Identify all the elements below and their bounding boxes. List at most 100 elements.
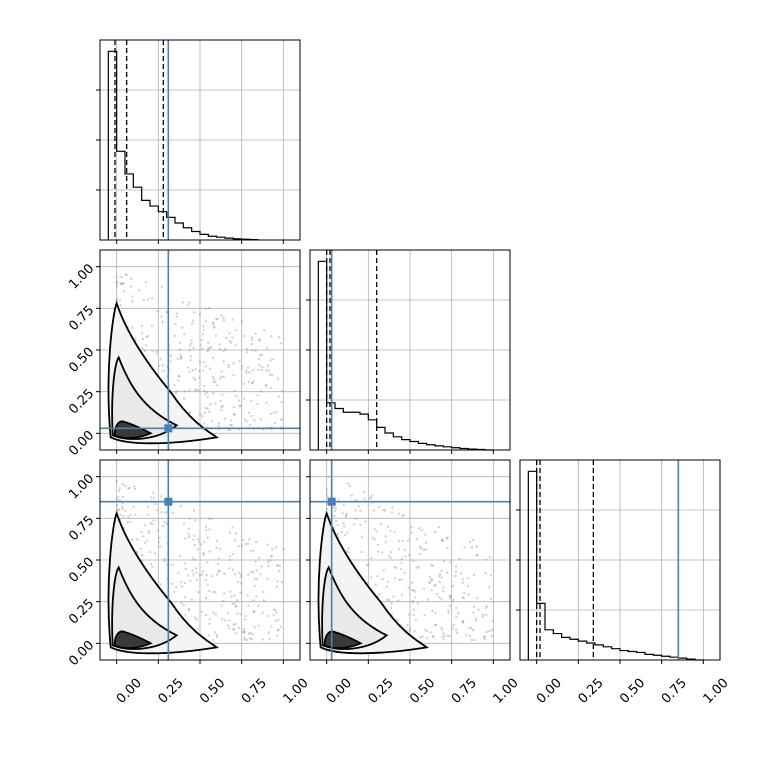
sample-point [190, 338, 193, 342]
sample-point [153, 552, 157, 555]
sample-point [222, 319, 226, 322]
sample-point [228, 619, 231, 622]
sample-point [467, 577, 470, 580]
sample-point [427, 581, 431, 585]
sample-point [216, 562, 220, 566]
sample-point [194, 388, 198, 391]
sample-point [174, 322, 177, 326]
sample-point [243, 618, 247, 621]
sample-point [269, 386, 272, 390]
sample-point [389, 556, 393, 560]
sample-point [455, 615, 458, 619]
sample-point [115, 298, 119, 301]
sample-point [205, 573, 208, 577]
sample-point [161, 320, 164, 323]
sample-point [136, 538, 139, 541]
sample-point [208, 528, 211, 531]
sample-point [250, 638, 253, 641]
sample-point [179, 504, 182, 508]
contour-middle [321, 565, 389, 650]
x-tick-label: 0.50 [197, 676, 228, 707]
sample-point [266, 364, 270, 367]
sample-point [243, 418, 247, 421]
sample-point [397, 512, 401, 515]
sample-point [261, 638, 265, 641]
sample-point [385, 585, 388, 588]
sample-point [451, 598, 455, 602]
sample-point [419, 547, 423, 550]
sample-point [269, 359, 273, 362]
sample-point [271, 547, 274, 551]
x-tick-label: 0.25 [576, 676, 607, 707]
sample-point [228, 531, 231, 534]
sample-point [211, 638, 215, 642]
sample-point [250, 570, 253, 574]
sample-point [455, 606, 458, 609]
sample-point [198, 313, 202, 316]
sample-point [346, 531, 349, 534]
sample-point [415, 538, 419, 541]
truth-marker [164, 497, 173, 506]
sample-point [123, 509, 127, 513]
sample-point [240, 364, 244, 367]
sample-point [278, 336, 281, 339]
sample-point [376, 550, 380, 553]
sample-point [452, 623, 456, 627]
y-tick-label: 0.25 [66, 386, 97, 417]
sample-point [209, 345, 213, 349]
sample-point [242, 397, 245, 401]
sample-point [198, 574, 201, 577]
x-tick-label: 0.25 [156, 676, 187, 707]
sample-point [220, 370, 223, 373]
sample-point [387, 580, 390, 583]
sample-point [200, 339, 204, 342]
sample-point [228, 627, 231, 630]
sample-point [280, 418, 283, 422]
sample-point [461, 578, 465, 581]
y-tick-label: 1.00 [66, 261, 97, 292]
sample-point [250, 399, 253, 402]
sample-point [476, 597, 479, 600]
sample-point [447, 611, 450, 614]
sample-point [131, 300, 134, 303]
sample-point [121, 507, 124, 511]
sample-point [191, 556, 194, 560]
sample-point [141, 346, 144, 350]
sample-point [491, 619, 495, 623]
contour-middle [111, 565, 179, 650]
sample-point [430, 578, 434, 581]
y-tick-label: 0.00 [66, 428, 97, 459]
sample-point [408, 627, 412, 630]
sample-point [488, 586, 491, 589]
sample-point [242, 628, 245, 631]
sample-point [269, 555, 273, 558]
sample-point [266, 560, 270, 564]
sample-point [195, 618, 198, 621]
sample-point [158, 536, 161, 540]
sample-point [265, 369, 268, 372]
sample-point [476, 553, 479, 557]
sample-point [489, 597, 493, 601]
sample-point [259, 418, 263, 421]
sample-point [412, 613, 416, 617]
sample-point [397, 578, 401, 581]
sample-point [215, 539, 219, 543]
sample-point [250, 342, 253, 346]
sample-point [192, 573, 195, 576]
sample-point [238, 405, 242, 408]
sample-point [418, 545, 422, 549]
sample-point [227, 363, 230, 367]
sample-point [218, 343, 221, 346]
sample-point [235, 599, 239, 602]
sample-point [418, 553, 421, 556]
sample-point [463, 546, 466, 549]
sample-point [440, 598, 443, 601]
sample-point [214, 380, 217, 383]
sample-point [179, 353, 182, 357]
sample-point [173, 334, 177, 338]
sample-point [159, 495, 163, 498]
sample-point [250, 414, 253, 418]
sample-point [130, 538, 134, 541]
sample-point [230, 595, 233, 598]
sample-point [215, 634, 218, 637]
